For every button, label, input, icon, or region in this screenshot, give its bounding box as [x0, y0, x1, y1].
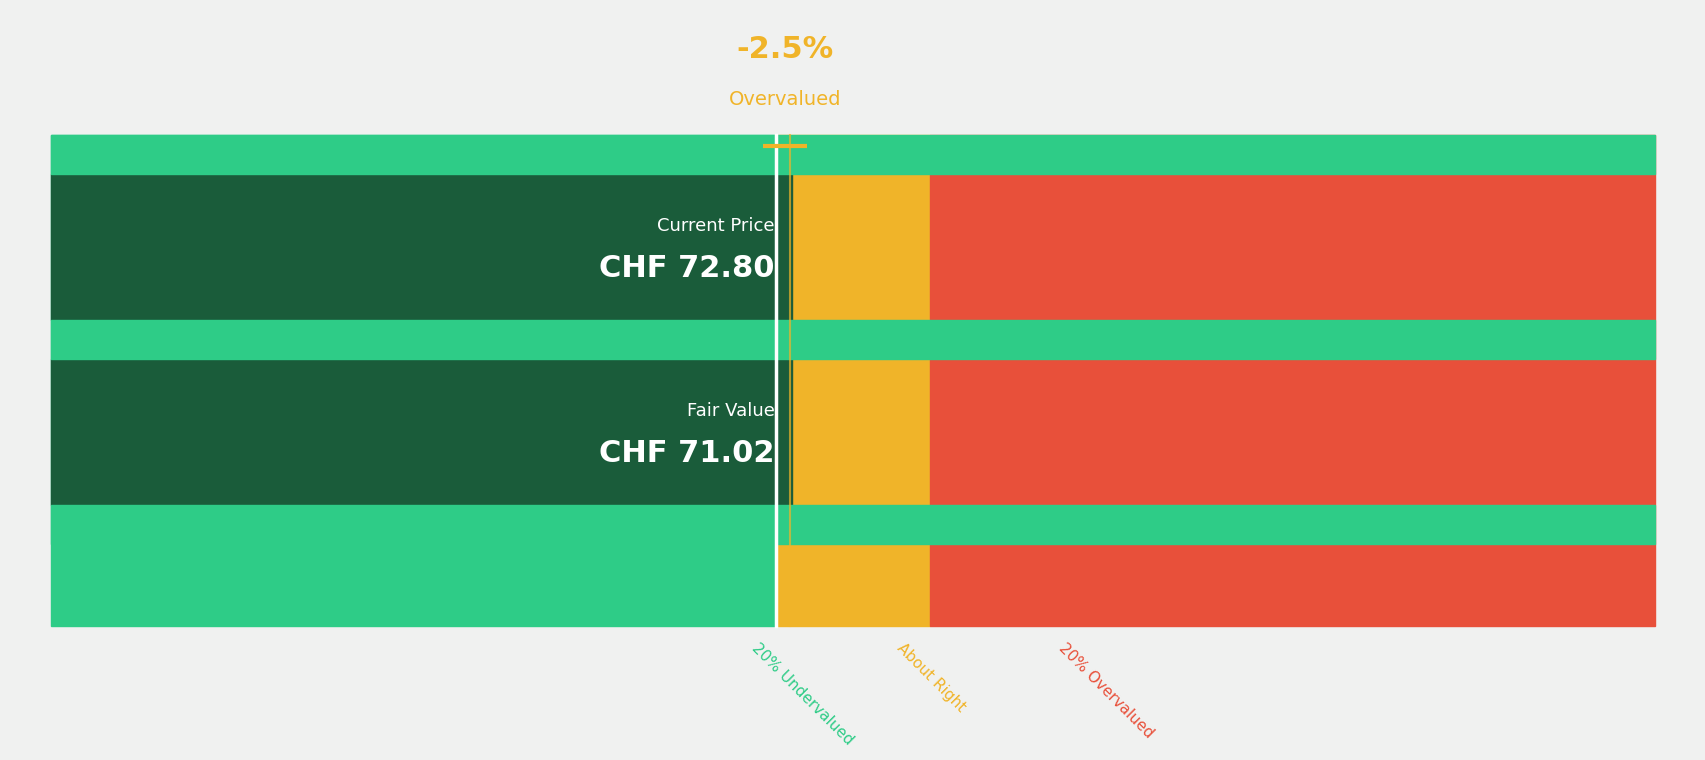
Text: 20% Overvalued: 20% Overvalued	[1055, 640, 1156, 740]
Bar	[51, 359, 791, 505]
Bar	[51, 135, 1654, 174]
Bar	[51, 505, 1654, 544]
Bar	[51, 174, 791, 320]
Text: 20% Undervalued: 20% Undervalued	[748, 640, 856, 747]
Text: CHF 72.80: CHF 72.80	[598, 254, 774, 283]
Bar	[776, 135, 929, 626]
Text: CHF 71.02: CHF 71.02	[598, 439, 774, 468]
Text: -2.5%: -2.5%	[735, 35, 834, 65]
Text: Overvalued: Overvalued	[728, 90, 841, 109]
Text: About Right: About Right	[893, 640, 967, 714]
Bar	[929, 135, 1654, 626]
Text: Fair Value: Fair Value	[685, 402, 774, 420]
Bar	[51, 320, 1654, 359]
Text: Current Price: Current Price	[656, 217, 774, 235]
Bar	[51, 135, 776, 626]
